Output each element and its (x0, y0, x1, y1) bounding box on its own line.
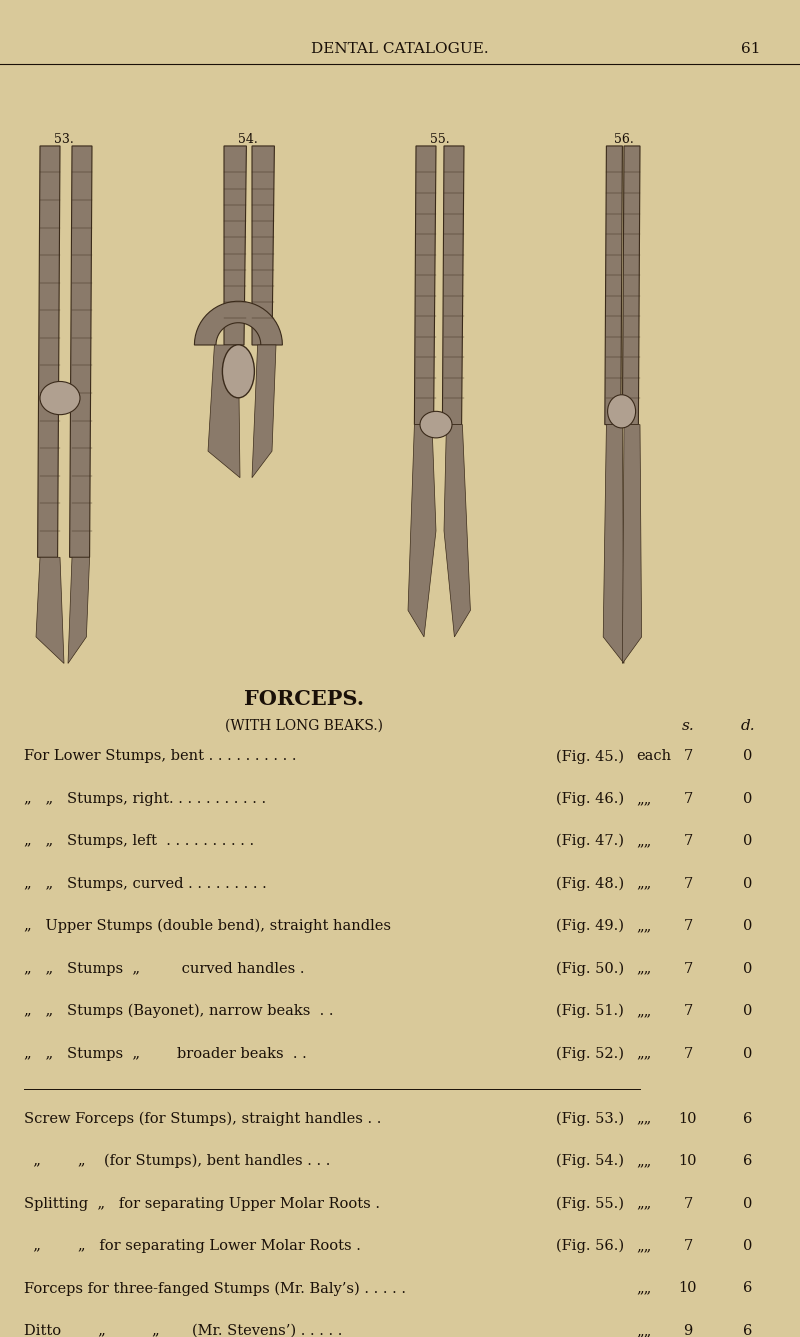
Text: 0: 0 (743, 1239, 753, 1253)
Polygon shape (252, 345, 276, 477)
Text: 7: 7 (683, 1047, 693, 1060)
Text: s.: s. (682, 719, 694, 733)
Polygon shape (622, 146, 640, 425)
Text: „„: „„ (636, 1281, 651, 1296)
Text: 7: 7 (683, 919, 693, 933)
Polygon shape (603, 425, 624, 663)
Text: (Fig. 46.): (Fig. 46.) (556, 792, 624, 806)
Ellipse shape (40, 381, 80, 414)
Text: DENTAL CATALOGUE.: DENTAL CATALOGUE. (311, 41, 489, 56)
Text: 0: 0 (743, 919, 753, 933)
Polygon shape (208, 345, 240, 477)
Text: Splitting  „   for separating Upper Molar Roots .: Splitting „ for separating Upper Molar R… (24, 1197, 380, 1210)
Text: 0: 0 (743, 1047, 753, 1060)
Text: 55.: 55. (430, 132, 450, 146)
Text: (Fig. 50.): (Fig. 50.) (556, 961, 624, 976)
Text: „„: „„ (636, 834, 651, 848)
Text: „„: „„ (636, 1004, 651, 1017)
Text: „„: „„ (636, 919, 651, 933)
Polygon shape (414, 146, 436, 425)
Text: FORCEPS.: FORCEPS. (244, 690, 364, 710)
Text: „„: „„ (636, 1324, 651, 1337)
Text: 0: 0 (743, 961, 753, 976)
Text: „„: „„ (636, 1047, 651, 1060)
Text: 7: 7 (683, 792, 693, 806)
Text: d.: d. (741, 719, 755, 733)
Text: 6: 6 (743, 1111, 753, 1126)
Text: 10: 10 (678, 1111, 698, 1126)
Text: 0: 0 (743, 834, 753, 848)
Polygon shape (68, 558, 90, 663)
Text: Ditto        „          „       (Mr. Stevens’) . . . . .: Ditto „ „ (Mr. Stevens’) . . . . . (24, 1324, 342, 1337)
Text: 7: 7 (683, 1239, 693, 1253)
Ellipse shape (608, 394, 636, 428)
Text: 6: 6 (743, 1324, 753, 1337)
Text: (Fig. 45.): (Fig. 45.) (556, 749, 624, 763)
Text: (WITH LONG BEAKS.): (WITH LONG BEAKS.) (225, 719, 383, 733)
Text: 10: 10 (678, 1281, 698, 1296)
Text: Screw Forceps (for Stumps), straight handles . .: Screw Forceps (for Stumps), straight han… (24, 1111, 382, 1126)
Polygon shape (70, 146, 92, 558)
Text: 6: 6 (743, 1281, 753, 1296)
Text: „„: „„ (636, 1197, 651, 1210)
Text: „   „   Stumps, right. . . . . . . . . . .: „ „ Stumps, right. . . . . . . . . . . (24, 792, 266, 806)
Text: 0: 0 (743, 1197, 753, 1210)
Text: 0: 0 (743, 792, 753, 806)
Polygon shape (194, 301, 282, 345)
Polygon shape (252, 146, 274, 345)
Text: 53.: 53. (54, 132, 74, 146)
Text: „„: „„ (636, 1111, 651, 1126)
Text: 7: 7 (683, 1004, 693, 1017)
Text: „„: „„ (636, 1239, 651, 1253)
Polygon shape (444, 425, 470, 636)
Text: „   Upper Stumps (double bend), straight handles: „ Upper Stumps (double bend), straight h… (24, 919, 391, 933)
Text: „   „   Stumps, curved . . . . . . . . .: „ „ Stumps, curved . . . . . . . . . (24, 877, 266, 890)
Text: 54.: 54. (238, 132, 258, 146)
Text: (Fig. 53.): (Fig. 53.) (556, 1111, 624, 1126)
Text: (Fig. 48.): (Fig. 48.) (556, 877, 624, 890)
Text: 0: 0 (743, 877, 753, 890)
Text: (Fig. 51.): (Fig. 51.) (556, 1004, 624, 1019)
Text: „        „   for separating Lower Molar Roots .: „ „ for separating Lower Molar Roots . (24, 1239, 361, 1253)
Text: 7: 7 (683, 834, 693, 848)
Text: 7: 7 (683, 877, 693, 890)
Text: 7: 7 (683, 961, 693, 976)
Text: (Fig. 47.): (Fig. 47.) (556, 834, 624, 849)
Text: 7: 7 (683, 1197, 693, 1210)
Text: „„: „„ (636, 792, 651, 806)
Text: 10: 10 (678, 1154, 698, 1169)
Text: „   „   Stumps  „        broader beaks  . .: „ „ Stumps „ broader beaks . . (24, 1047, 306, 1060)
Text: Forceps for three-fanged Stumps (Mr. Baly’s) . . . . .: Forceps for three-fanged Stumps (Mr. Bal… (24, 1281, 406, 1296)
Polygon shape (224, 146, 246, 345)
Text: 7: 7 (683, 749, 693, 763)
Text: (Fig. 56.): (Fig. 56.) (556, 1239, 624, 1253)
Text: „„: „„ (636, 1154, 651, 1169)
Polygon shape (408, 425, 436, 636)
Text: 0: 0 (743, 1004, 753, 1017)
Text: (Fig. 55.): (Fig. 55.) (556, 1197, 624, 1211)
Text: 9: 9 (683, 1324, 693, 1337)
Ellipse shape (420, 412, 452, 439)
Text: „„: „„ (636, 961, 651, 976)
Text: „   „   Stumps  „         curved handles .: „ „ Stumps „ curved handles . (24, 961, 305, 976)
Text: (Fig. 54.): (Fig. 54.) (556, 1154, 624, 1169)
Text: „„: „„ (636, 877, 651, 890)
Ellipse shape (222, 345, 254, 398)
Text: „        „    (for Stumps), bent handles . . .: „ „ (for Stumps), bent handles . . . (24, 1154, 330, 1169)
Text: 6: 6 (743, 1154, 753, 1169)
Text: For Lower Stumps, bent . . . . . . . . . .: For Lower Stumps, bent . . . . . . . . .… (24, 749, 297, 763)
Polygon shape (605, 146, 622, 425)
Text: „   „   Stumps (Bayonet), narrow beaks  . .: „ „ Stumps (Bayonet), narrow beaks . . (24, 1004, 334, 1019)
Polygon shape (622, 425, 642, 663)
Text: 56.: 56. (614, 132, 634, 146)
Text: (Fig. 52.): (Fig. 52.) (556, 1047, 624, 1060)
Polygon shape (36, 558, 64, 663)
Text: „   „   Stumps, left  . . . . . . . . . .: „ „ Stumps, left . . . . . . . . . . (24, 834, 254, 848)
Text: each: each (636, 749, 671, 763)
Text: 61: 61 (741, 41, 760, 56)
Text: (Fig. 49.): (Fig. 49.) (556, 919, 624, 933)
Polygon shape (38, 146, 60, 558)
Polygon shape (442, 146, 464, 425)
Text: 0: 0 (743, 749, 753, 763)
